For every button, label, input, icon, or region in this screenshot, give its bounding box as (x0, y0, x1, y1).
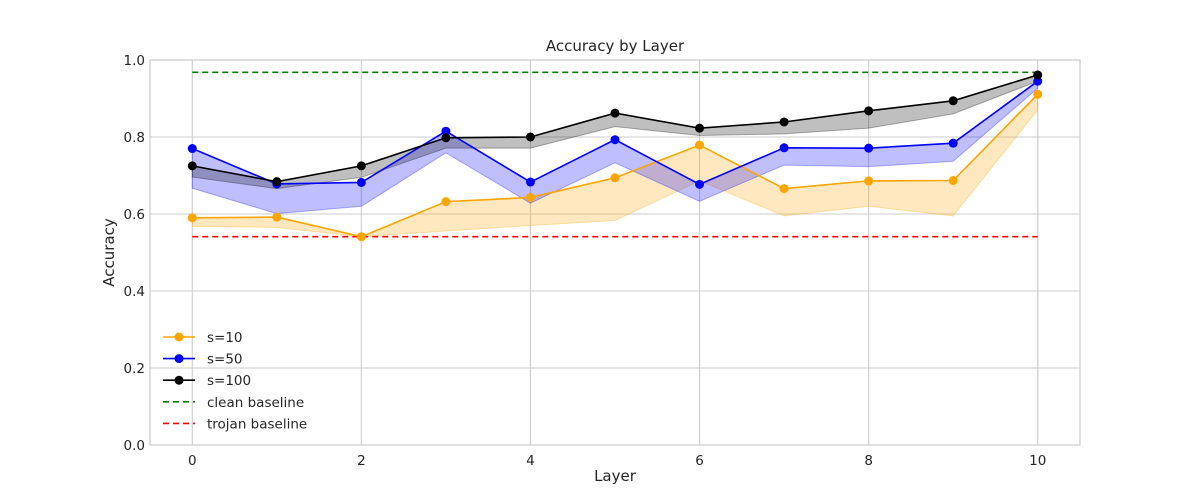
data-point-s100 (356, 161, 366, 171)
data-point-s50 (779, 143, 789, 153)
x-tick-label: 4 (526, 453, 535, 469)
legend-label: s=10 (207, 330, 243, 346)
data-point-s100 (610, 108, 620, 118)
x-tick-label: 8 (864, 453, 873, 469)
plot-frame (149, 59, 1081, 446)
data-point-s100 (948, 96, 958, 106)
legend: s=10 s=50 s=100 clean baseline trojan baseli… (163, 330, 307, 432)
data-point-s50 (356, 177, 366, 187)
legend-label: s=100 (207, 373, 251, 389)
data-point-s100 (695, 123, 705, 133)
data-point-s100 (272, 177, 282, 187)
data-point-s100 (525, 132, 535, 142)
y-axis-title: Accuracy (100, 218, 118, 287)
series-lines (187, 70, 1043, 242)
data-point-s10 (779, 184, 789, 194)
legend-label: s=50 (207, 352, 243, 368)
data-point-s50 (187, 144, 197, 154)
data-point-s10 (187, 213, 197, 223)
data-point-s50 (948, 138, 958, 148)
legend-label: clean baseline (207, 395, 304, 411)
x-tick-label: 10 (1029, 453, 1046, 469)
baselines (192, 71, 1038, 238)
data-point-s10 (272, 212, 282, 222)
legend-marker (174, 354, 184, 364)
data-point-s100 (187, 161, 197, 171)
x-tick-label: 6 (695, 453, 704, 469)
y-tick-label: 1.0 (124, 53, 145, 69)
data-point-s50 (441, 126, 451, 136)
x-tick-label: 2 (357, 453, 366, 469)
legend-marker (174, 375, 184, 385)
data-point-s100 (864, 106, 874, 116)
data-point-s10 (356, 232, 366, 242)
legend-marker (174, 332, 184, 342)
y-tick-label: 0.2 (124, 361, 145, 377)
tick-labels: 0 2 4 6 8 10 0.0 0.2 0.4 0.6 0.8 1.0 (124, 53, 1047, 469)
data-point-s50 (525, 177, 535, 187)
data-point-s10 (441, 197, 451, 207)
y-tick-label: 0.6 (124, 207, 145, 223)
data-point-s10 (1033, 89, 1043, 99)
data-point-s10 (695, 140, 705, 150)
y-tick-label: 0.8 (124, 130, 145, 146)
data-point-s100 (1033, 70, 1043, 80)
x-axis-title: Layer (594, 467, 637, 485)
chart-title: Accuracy by Layer (546, 37, 685, 55)
data-point-s50 (1033, 76, 1043, 86)
data-point-s100 (779, 117, 789, 127)
y-tick-label: 0.0 (124, 438, 145, 454)
y-tick-label: 0.4 (124, 284, 145, 300)
data-point-s50 (864, 143, 874, 153)
data-point-s50 (610, 135, 620, 145)
data-point-s10 (948, 176, 958, 186)
legend-label: trojan baseline (207, 416, 307, 432)
data-point-s10 (525, 192, 535, 202)
x-tick-label: 0 (188, 453, 197, 469)
data-point-s10 (610, 173, 620, 183)
data-point-s50 (695, 179, 705, 189)
data-point-s10 (864, 176, 874, 186)
data-point-s100 (441, 133, 451, 143)
